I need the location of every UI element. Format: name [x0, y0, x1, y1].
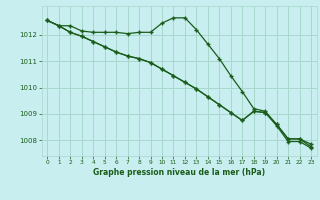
- X-axis label: Graphe pression niveau de la mer (hPa): Graphe pression niveau de la mer (hPa): [93, 168, 265, 177]
